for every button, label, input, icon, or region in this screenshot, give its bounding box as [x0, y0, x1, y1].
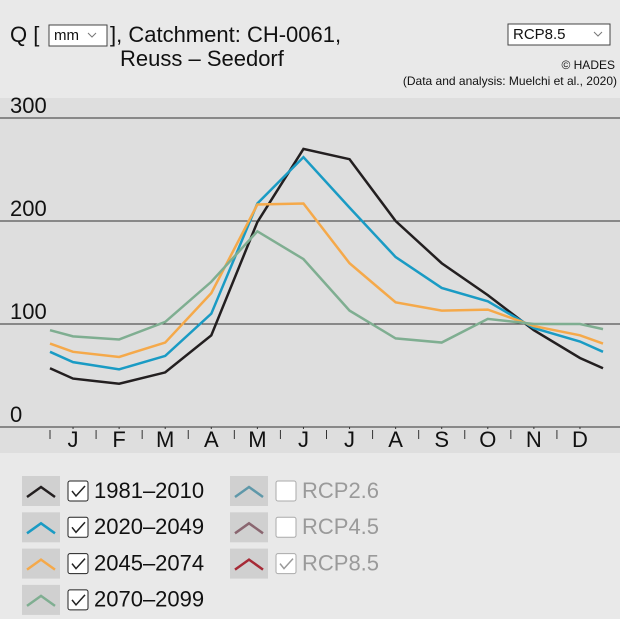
- check-mark: [71, 558, 86, 570]
- x-tick-label: A: [204, 427, 219, 452]
- credit: (Data and analysis: Muelchi et al., 2020…: [403, 74, 617, 88]
- x-tick-label: F: [112, 427, 125, 452]
- legend-icon: [234, 521, 264, 535]
- legend-label[interactable]: RCP2.6: [302, 478, 379, 503]
- subtitle: Reuss – Seedorf: [120, 46, 285, 71]
- check-mark: [71, 521, 86, 534]
- x-tick-label: O: [479, 427, 496, 452]
- chevron: [87, 32, 97, 38]
- scenario-value[interactable]: RCP8.5: [513, 26, 566, 43]
- unit-select[interactable]: [48, 24, 108, 47]
- checkbox[interactable]: [275, 480, 297, 502]
- legend-icon: [234, 558, 264, 571]
- series-line: [49, 229, 604, 344]
- legend-icon: [26, 521, 56, 535]
- x-tick-label: A: [388, 427, 403, 452]
- check-mark: [71, 594, 86, 607]
- x-tick-label: M: [248, 427, 266, 452]
- chevron: [593, 31, 603, 37]
- check-mark: [71, 485, 86, 498]
- x-tick-label: J: [344, 427, 355, 452]
- legend-icon: [26, 485, 56, 499]
- x-tick-label: N: [526, 427, 542, 452]
- x-tick-label: D: [572, 427, 588, 452]
- x-tick-label: S: [434, 427, 449, 452]
- legend-label[interactable]: 2045–2074: [94, 550, 204, 575]
- legend-icon-box: [22, 584, 60, 615]
- x-tick-label: M: [156, 427, 174, 452]
- legend-icon-box: [22, 548, 60, 579]
- legend-icon: [26, 594, 56, 607]
- legend-label[interactable]: 2020–2049: [94, 514, 204, 539]
- legend-label[interactable]: 1981–2010: [94, 478, 204, 503]
- x-tick-label: J: [298, 427, 309, 452]
- checkbox[interactable]: [275, 553, 297, 575]
- legend-icon-box: [22, 476, 60, 506]
- x-tick-label: J: [68, 427, 79, 452]
- legend-label[interactable]: 2070–2099: [94, 587, 204, 612]
- title-prefix: Q [: [10, 22, 39, 47]
- legend-icon: [234, 485, 264, 499]
- unit-value[interactable]: mm: [54, 27, 79, 44]
- y-tick-label: 300: [10, 93, 47, 118]
- checkbox[interactable]: [67, 553, 89, 575]
- title-suffix: ], Catchment: CH-0061,: [110, 22, 341, 47]
- checkbox[interactable]: [275, 516, 297, 538]
- legend-icon-box: [230, 512, 268, 543]
- legend-icon-box: [22, 512, 60, 543]
- y-tick-label: 100: [10, 299, 47, 324]
- legend-icon-box: [230, 548, 268, 579]
- legend-label[interactable]: RCP8.5: [302, 550, 379, 575]
- legend-icon-box: [230, 476, 268, 506]
- checkbox[interactable]: [67, 480, 89, 502]
- legend-icon: [26, 558, 56, 571]
- legend-label[interactable]: RCP4.5: [302, 514, 379, 539]
- scenario-select[interactable]: [507, 23, 611, 46]
- y-tick-label: 200: [10, 196, 47, 221]
- checkbox[interactable]: [67, 589, 89, 611]
- plot-area: [0, 98, 620, 453]
- checkbox[interactable]: [67, 516, 89, 538]
- copyright: © HADES: [561, 58, 615, 72]
- check-mark: [279, 558, 294, 570]
- y-tick-label: 0: [10, 402, 22, 427]
